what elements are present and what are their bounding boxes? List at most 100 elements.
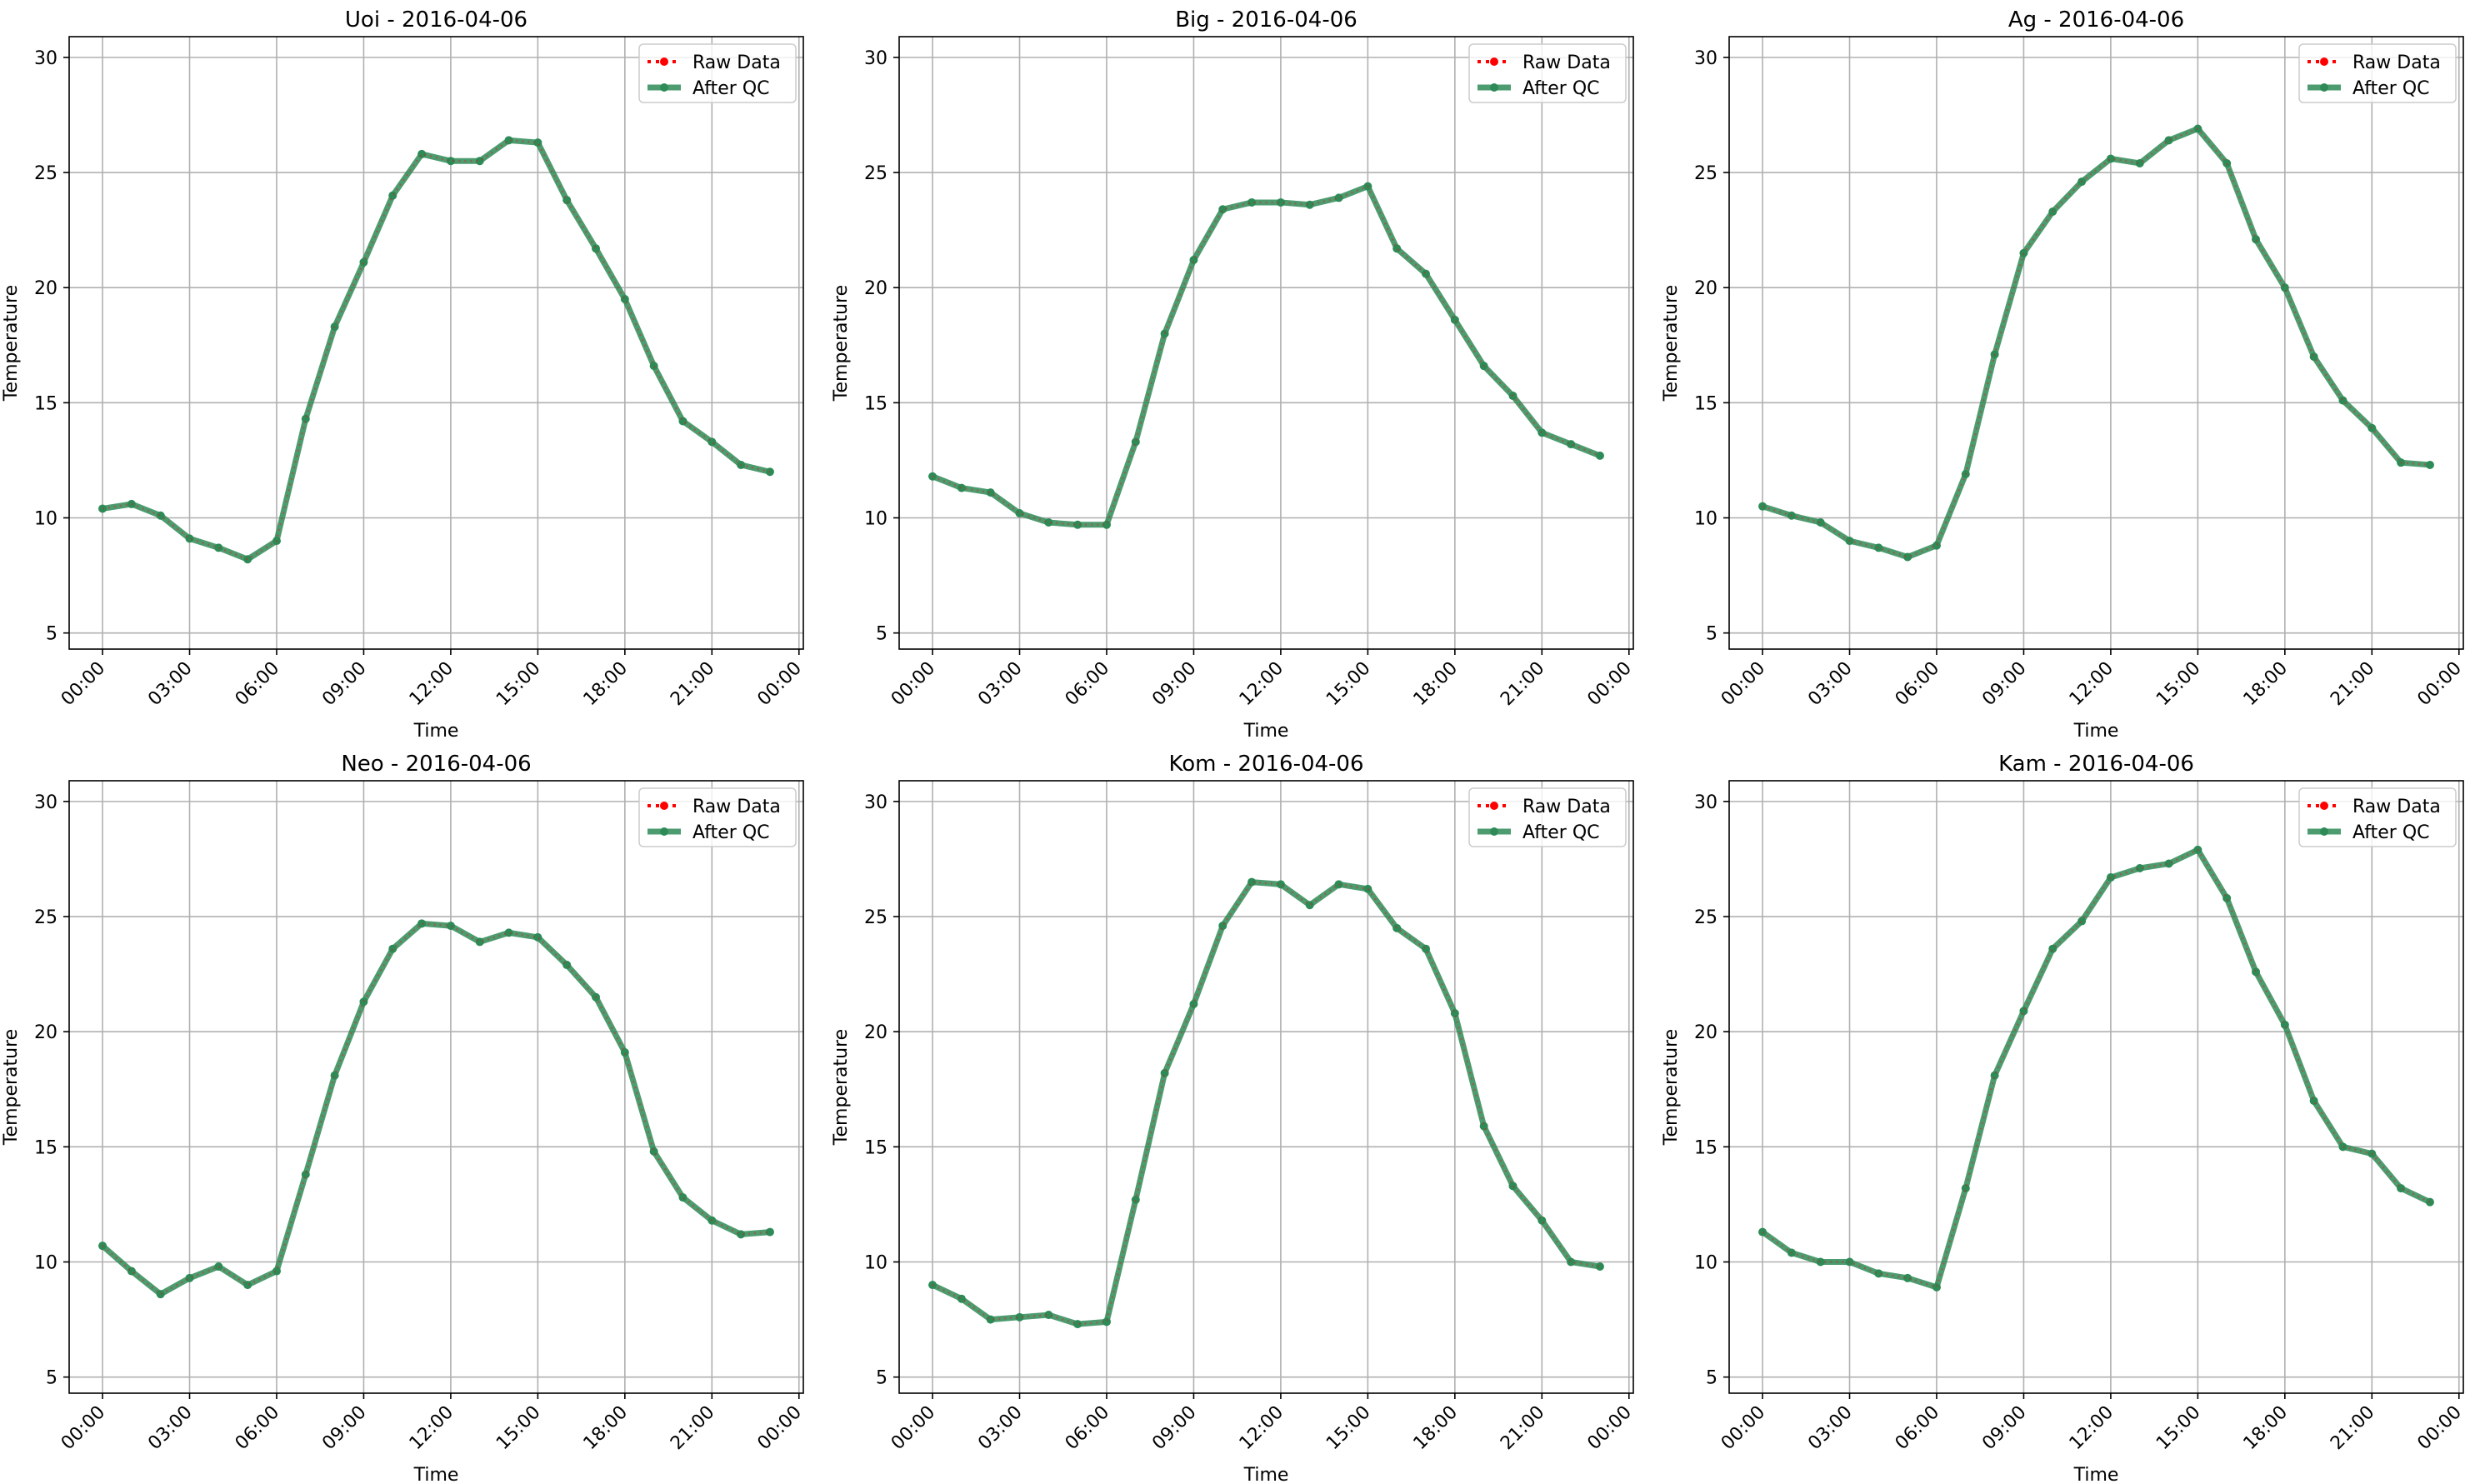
after-qc-point [156,1290,165,1299]
after-qc-point [418,919,427,928]
x-tick-label: 15:00 [2152,658,2205,711]
after-qc-point [1073,520,1082,529]
x-tick-label: 09:00 [1148,1402,1201,1455]
y-tick-label: 30 [864,792,888,813]
x-tick-label: 00:00 [754,658,807,711]
after-qc-point [2019,248,2028,257]
after-qc-point [1189,256,1198,265]
x-tick-label: 21:00 [667,1402,719,1455]
after-qc-point [2338,1142,2348,1152]
after-qc-point [2425,460,2434,469]
after-qc-line [931,183,1602,528]
after-qc-point [359,257,368,267]
after-qc-point [1044,1311,1053,1320]
x-axis-label: Time [1243,1465,1289,1484]
x-tick-label: 18:00 [1410,1402,1462,1455]
y-axis-label: Temperature [1,1029,22,1146]
axes-frame [68,780,804,1394]
after-qc-point [1248,877,1257,887]
x-tick-label: 06:00 [232,1402,284,1455]
x-tick-label: 21:00 [2327,658,2379,711]
y-tick-label: 30 [34,792,58,813]
after-qc-point [1131,437,1140,447]
after-qc-point [2222,158,2232,167]
legend-raw-label: Raw Data [692,52,781,73]
after-qc-point [446,157,455,166]
after-qc-point [1787,511,1796,520]
after-qc-point [1160,329,1169,338]
after-qc-point [1131,1195,1140,1204]
axes-frame [898,780,1634,1394]
x-tick-label: 00:00 [888,658,940,711]
legend-qc-label: After QC [692,822,770,843]
after-qc-point [2106,154,2115,163]
after-qc-line [102,137,771,562]
chart-title: Big - 2016-04-06 [1175,7,1358,32]
after-qc-point [533,932,542,942]
after-qc-point [1990,1071,1999,1080]
x-tick-label: 00:00 [2414,658,2467,711]
legend-qc-marker [2320,83,2328,92]
after-qc-point [1538,1216,1547,1225]
x-tick-label: 18:00 [1410,658,1462,711]
after-qc-point [1422,269,1431,278]
legend-qc-marker [660,827,668,836]
after-qc-line [100,920,771,1297]
after-qc-point [301,414,310,423]
plot-area [899,37,1633,649]
after-qc-point [1044,518,1053,527]
legend: Raw Data After QC [638,43,797,103]
x-tick-label: 00:00 [1718,1402,1770,1455]
after-qc-point [504,136,513,145]
raw-data-line [1762,848,2431,1289]
x-axis-label: Time [1243,721,1289,742]
after-qc-point [1567,1257,1576,1267]
after-qc-point [1305,200,1314,209]
x-tick-label: 09:00 [318,658,371,711]
after-qc-point [562,196,572,205]
after-qc-point [1508,1182,1518,1191]
x-tick-label: 09:00 [318,1402,371,1455]
raw-data-line [102,922,771,1296]
after-qc-point [2397,1184,2406,1193]
chart-title: Ag - 2016-04-06 [2008,7,2184,32]
after-qc-point [2164,859,2173,868]
legend-raw-marker [660,802,668,810]
y-tick-label: 5 [46,1368,58,1389]
legend-qc-marker [2320,827,2328,836]
after-qc-point [1595,1262,1604,1272]
chart-panel: 5 10 15 20 25 30 00:00 03:00 06:00 09:00 12:00 15:0… [831,752,1636,1484]
x-axis-label: Time [413,721,459,742]
after-qc-point [272,1267,281,1276]
after-qc-point [1903,552,1912,562]
after-qc-point [592,244,601,253]
x-tick-label: 09:00 [1148,658,1201,711]
after-qc-point [1450,315,1459,324]
legend: Raw Data After QC [638,787,797,847]
x-tick-label: 06:00 [232,658,284,711]
x-tick-label: 03:00 [144,658,197,711]
y-axis-label: Temperature [1,285,22,402]
y-tick-label: 30 [1694,792,1718,813]
x-tick-label: 06:00 [1062,658,1114,711]
x-tick-label: 06:00 [1892,1402,1944,1455]
x-tick-label: 09:00 [1978,1402,2031,1455]
y-tick-label: 25 [864,907,888,928]
after-qc-point [1015,1312,1024,1322]
after-qc-point [214,543,223,552]
after-qc-point [1595,451,1604,460]
x-axis-label: Time [2073,1465,2119,1484]
legend-qc-marker [1490,83,1498,92]
x-tick-label: 03:00 [974,658,1027,711]
after-qc-point [533,138,542,147]
x-tick-label: 00:00 [1718,658,1770,711]
x-tick-label: 12:00 [2066,1402,2118,1455]
after-qc-point [2048,207,2058,216]
after-qc-point [2048,944,2058,953]
after-qc-point [678,1193,688,1202]
y-tick-label: 5 [46,624,58,645]
x-tick-label: 18:00 [580,658,632,711]
after-qc-point [243,1281,252,1290]
chart-panel: 5 10 15 20 25 30 00:00 03:00 06:00 09:00 12:00 15:0… [1661,7,2466,742]
after-qc-point [1816,518,1825,527]
